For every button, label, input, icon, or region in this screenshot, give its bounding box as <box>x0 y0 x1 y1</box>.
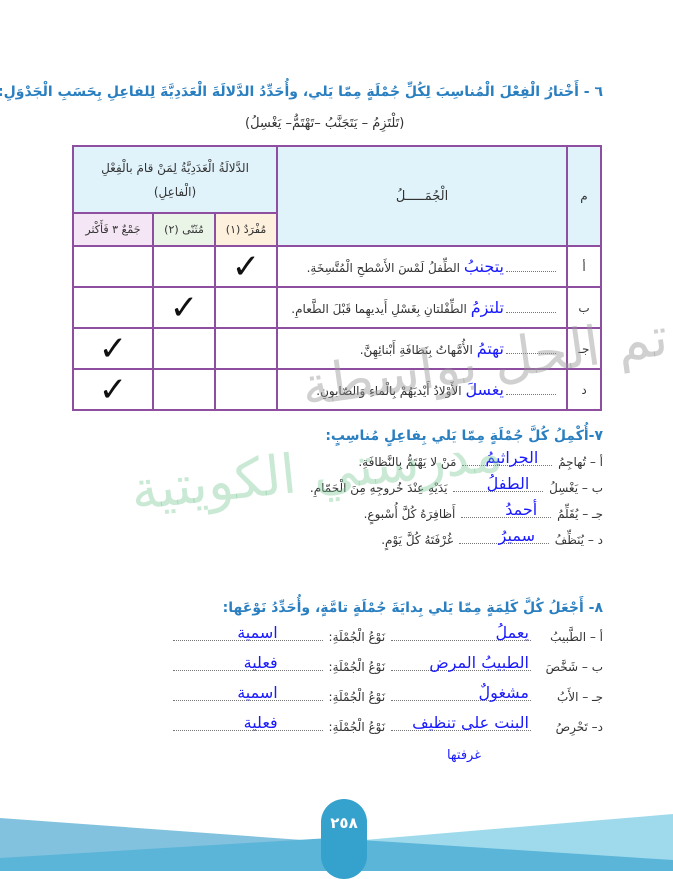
header-singular: مُفْرَدٌ (١) <box>214 212 278 247</box>
q8-answer: يعملُ <box>495 623 529 642</box>
q8-item: د– تَحْرِصُ البنت على تنظيف غرفتها نَوْعُ … <box>171 713 603 763</box>
table-row: أ يتجنبُ الطِّفلُ لَمْسَ الأَسْطحِ الْمُ… <box>72 245 602 288</box>
check-cell-dual[interactable] <box>152 368 216 411</box>
q7-item: جـ – يُقَلِّمُ أحمدُ أَظافِرَهُ كُلَّ أُ… <box>363 500 603 521</box>
q8-label: أ – الطَّبيبُ <box>550 630 603 644</box>
table-row: د يغسلَ الأَوْلادُ أَيْديَهُمْ بِالْماءِ… <box>72 368 602 411</box>
q7-title: ٧-أُكْمِلُ كُلَّ جُمْلَةٍ مِمّا يَلي بِف… <box>325 428 603 444</box>
q7-answer: أحمدُ <box>505 500 538 519</box>
row-index: ب <box>566 286 602 329</box>
check-cell-dual[interactable] <box>152 245 216 288</box>
row-answer: تهتمُ <box>476 339 504 358</box>
q8-item: جـ – الأَبُ مشغولٌ نَوْعُ الْجُمْلَةِ: اس… <box>171 683 603 704</box>
check-cell-singular[interactable]: ✓ <box>214 245 278 288</box>
answer-line <box>506 271 556 272</box>
q8-type-answer: فعلية <box>243 653 278 672</box>
check-mark-icon: ✓ <box>169 287 199 328</box>
q6-title: ٦ - أَخْتارُ الْفِعْلَ الْمُناسِبَ لِكُل… <box>0 84 603 100</box>
q8-answer-line2: غرفتها <box>446 748 481 763</box>
row-sentence: تهتمُ الأُمَّهاتُ بِنَظافَةِ أَبْنائِهِن… <box>276 327 568 370</box>
answer-line <box>506 394 556 395</box>
q6-verb-choices: (تَلْتَزِمُ – يَتَجَنَّبُ –تَهْتَمُّ– يَ… <box>245 116 405 131</box>
q7-rest: يَدَيْهِ عِنْدَ خُروجِهِ مِنَ الْحَمّامِ… <box>309 481 448 495</box>
q8-label: ب – شَخَّصَ <box>545 660 603 674</box>
header-numeric-group: الدَّلالَةُ الْعَدَدِيَّةُ لِمَنْ قامَ ب… <box>72 145 278 214</box>
row-index: د <box>566 368 602 411</box>
q8-answer: الطبيبُ المرض <box>429 653 529 672</box>
table-row: جـ تهتمُ الأُمَّهاتُ بِنَظافَةِ أَبْنائِ… <box>72 327 602 370</box>
q8-type-label: نَوْعُ الْجُمْلَةِ: <box>328 630 386 644</box>
q7-item: ب – يَغْسِلُ الطفلُ يَدَيْهِ عِنْدَ خُرو… <box>309 474 603 495</box>
row-sentence-text: الطِّفْلتانِ بِغَسْلِ أَيديهِما قَبْلَ ا… <box>291 302 467 316</box>
table-row: ب تلتزمُ الطِّفْلتانِ بِغَسْلِ أَيديهِما… <box>72 286 602 329</box>
q8-type-label: نَوْعُ الْجُمْلَةِ: <box>328 690 386 704</box>
q8-item: ب – شَخَّصَ الطبيبُ المرض نَوْعُ الْجُمْل… <box>171 653 603 674</box>
check-cell-singular[interactable] <box>214 327 278 370</box>
q8-answer: مشغولٌ <box>478 683 529 702</box>
check-cell-plural[interactable]: ✓ <box>72 327 154 370</box>
check-cell-plural[interactable]: ✓ <box>72 368 154 411</box>
footer-band <box>0 814 673 871</box>
answer-line <box>506 353 556 354</box>
check-cell-plural[interactable] <box>72 245 154 288</box>
q7-label: د – يُنَظِّفُ <box>554 533 603 547</box>
header-dual: مُثَنّى (٢) <box>152 212 216 247</box>
q8-type-label: نَوْعُ الْجُمْلَةِ: <box>328 720 386 734</box>
row-answer: يغسلَ <box>465 380 504 399</box>
check-cell-singular[interactable] <box>214 286 278 329</box>
row-sentence: تلتزمُ الطِّفْلتانِ بِغَسْلِ أَيديهِما ق… <box>276 286 568 329</box>
q8-title: ٨- أَجْعَلُ كُلَّ كَلِمَةٍ مِمّا يَلي بِ… <box>222 600 603 616</box>
page-number-badge: ٢٥٨ <box>321 799 367 879</box>
q8-item: أ – الطَّبيبُ يعملُ نَوْعُ الْجُمْلَةِ: ا… <box>171 623 603 644</box>
check-cell-plural[interactable] <box>72 286 154 329</box>
q8-type-answer: فعلية <box>243 713 278 732</box>
q6-table: م الْجُمَـــــلُ الدَّلالَةُ الْعَدَدِيَ… <box>72 145 602 411</box>
row-sentence: يتجنبُ الطِّفلُ لَمْسَ الأَسْطحِ الْمُتَ… <box>276 245 568 288</box>
q7-label: ب – يَغْسِلُ <box>549 481 603 495</box>
q7-rest: مَنْ لا يَهْتَمُّ بِالنَّظافَةِ. <box>358 455 457 469</box>
row-sentence-text: الأَوْلادُ أَيْديَهُمْ بِالْماءِ وَالصّا… <box>316 384 462 398</box>
q8-label: جـ – الأَبُ <box>556 690 603 704</box>
answer-line <box>506 312 556 313</box>
q7-item: د – يُنَظِّفُ سميرُ غُرْفَتَهُ كُلَّ يَو… <box>381 526 603 547</box>
header-sentences: الْجُمَـــــلُ <box>276 145 568 247</box>
row-index: جـ <box>566 327 602 370</box>
q7-item: أ – تُهاجِمُ الجراثيمُ مَنْ لا يَهْتَمُّ… <box>358 448 603 469</box>
row-index: أ <box>566 245 602 288</box>
check-mark-icon: ✓ <box>231 246 261 287</box>
check-cell-dual[interactable]: ✓ <box>152 286 216 329</box>
row-sentence-text: الطِّفلُ لَمْسَ الأَسْطحِ الْمُتَّسِخَةِ… <box>306 261 461 275</box>
q8-type-answer: اسمية <box>237 623 278 642</box>
q7-answer: الجراثيمُ <box>485 448 539 467</box>
row-answer: تلتزمُ <box>470 298 504 317</box>
q8-type-label: نَوْعُ الْجُمْلَةِ: <box>328 660 386 674</box>
q7-answer: سميرُ <box>498 526 535 545</box>
row-sentence: يغسلَ الأَوْلادُ أَيْديَهُمْ بِالْماءِ و… <box>276 368 568 411</box>
q8-label: د– تَحْرِصُ <box>555 720 603 734</box>
row-sentence-text: الأُمَّهاتُ بِنَظافَةِ أَبْنائِهِنَّ. <box>359 343 473 357</box>
header-plural: جَمْعٌ ٣ فَأَكْثر <box>72 212 154 247</box>
q7-rest: غُرْفَتَهُ كُلَّ يَوْمٍ. <box>381 533 454 547</box>
q8-type-answer: اسمية <box>237 683 278 702</box>
q7-rest: أَظافِرَهُ كُلَّ أُسْبوعٍ. <box>363 507 456 521</box>
check-mark-icon: ✓ <box>98 328 128 369</box>
header-index: م <box>566 145 602 247</box>
check-mark-icon: ✓ <box>98 369 128 410</box>
row-answer: يتجنبُ <box>463 257 504 276</box>
check-cell-dual[interactable] <box>152 327 216 370</box>
q7-answer: الطفلُ <box>486 474 530 493</box>
check-cell-singular[interactable] <box>214 368 278 411</box>
q7-label: جـ – يُقَلِّمُ <box>557 507 603 521</box>
q7-label: أ – تُهاجِمُ <box>558 455 603 469</box>
q8-answer: البنت على تنظيف <box>412 713 529 732</box>
